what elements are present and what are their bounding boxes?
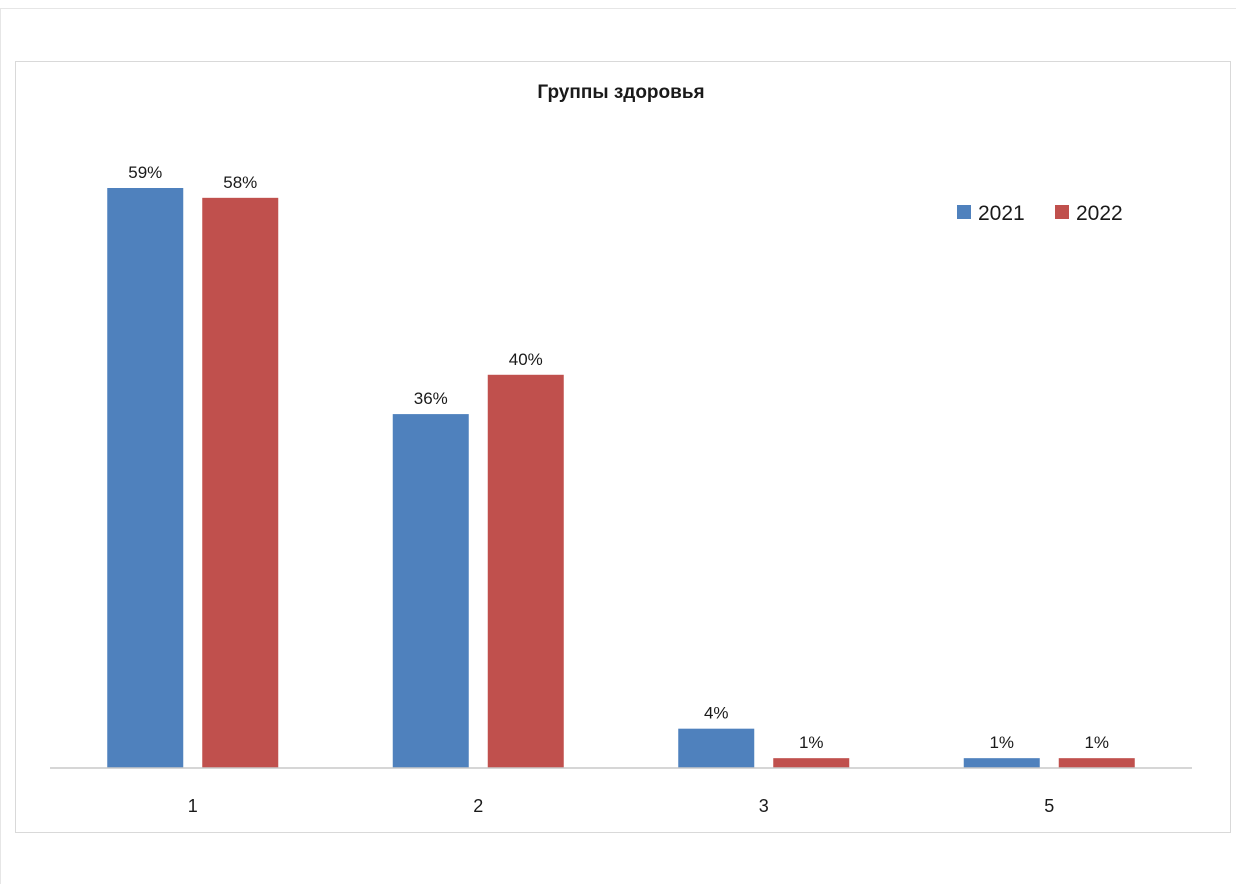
data-label-2021-cat-1: 59% [128,163,162,182]
x-tick-labels: 1 2 3 5 [188,796,1055,816]
bar-2021-cat-2 [392,414,469,768]
data-label-2022-cat-5: 1% [1084,733,1109,752]
data-label-2021-cat-2: 36% [414,389,448,408]
bar-2021-cat-5 [963,758,1040,768]
data-label-2021-cat-3: 4% [704,704,729,723]
data-label-2021-cat-5: 1% [989,733,1014,752]
page-frame [0,8,1236,884]
legend-label-2021: 2021 [978,202,1025,225]
x-tick-label-5: 5 [1044,796,1054,816]
bar-2021-cat-1 [107,188,184,768]
bar-2021-cat-3 [678,728,755,768]
data-label-2022-cat-3: 1% [799,733,824,752]
legend: 2021 2022 [957,202,1123,225]
legend-swatch-2022 [1055,205,1069,219]
data-label-2022-cat-1: 58% [223,173,257,192]
legend-swatch-2021 [957,205,971,219]
chart-title: Группы здоровья [537,82,704,103]
bar-2022-cat-2 [487,374,564,768]
bars-layer: 59% 58% 36% 40% 4% 1% 1% 1% [107,163,1135,768]
x-tick-label-1: 1 [188,796,198,816]
x-tick-label-3: 3 [759,796,769,816]
bar-2022-cat-1 [202,197,279,768]
x-tick-label-2: 2 [473,796,483,816]
data-label-2022-cat-2: 40% [509,350,543,369]
legend-label-2022: 2022 [1076,202,1123,225]
bar-2022-cat-5 [1058,758,1135,768]
bar-2022-cat-3 [773,758,850,768]
